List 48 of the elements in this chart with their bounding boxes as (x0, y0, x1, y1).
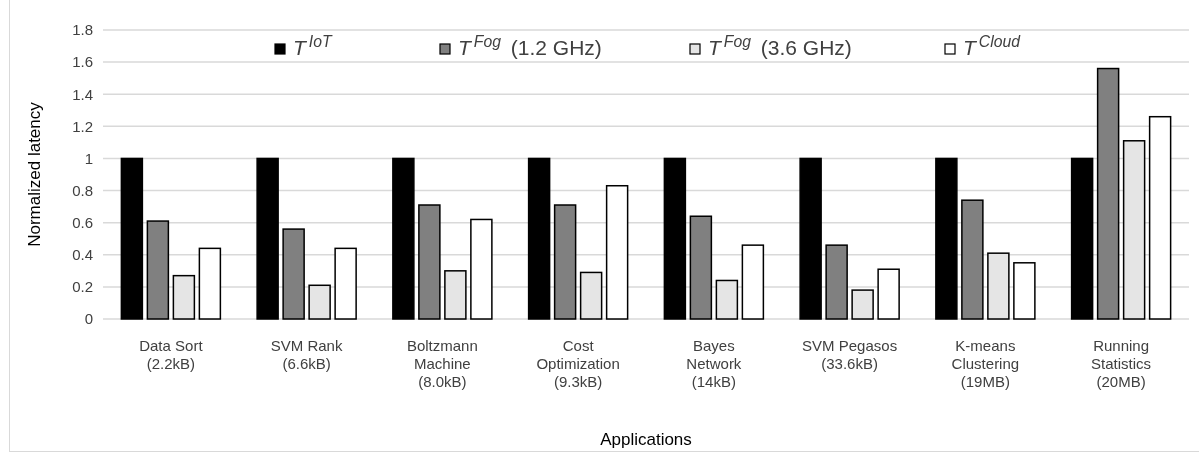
bar (256, 157, 279, 320)
bar (1013, 262, 1036, 320)
bar (689, 215, 713, 320)
x-tick-label: K-means Clustering (19MB) (951, 337, 1020, 390)
bar (282, 228, 305, 320)
y-tick-label: 1.8 (72, 21, 93, 39)
y-tick-label: 0.6 (72, 213, 93, 231)
bar (1070, 157, 1094, 320)
legend-label: T$^{Cloud}$ (963, 32, 1022, 59)
bar (470, 218, 493, 320)
bar (605, 184, 629, 320)
bar (334, 247, 357, 320)
bar (741, 244, 765, 320)
x-tick-label: Running Statistics (20MB) (1091, 337, 1152, 390)
y-tick-label: 1 (84, 149, 93, 167)
y-tick-label: 0.2 (72, 278, 93, 296)
bar (146, 220, 170, 320)
x-tick-label: SVM Rank (6.6kB) (270, 337, 343, 372)
x-tick-label: SVM Pegasos (33.6kB) (802, 337, 898, 372)
x-axis-title: Applications (600, 430, 692, 449)
x-tick-label: Boltzmann Machine (8.0kB) (406, 337, 478, 390)
x-tick-label: Data Sort (2.2kB) (139, 337, 204, 372)
bar (825, 244, 848, 320)
bar (961, 199, 984, 320)
bar (799, 157, 822, 320)
bar (663, 157, 687, 320)
bar (392, 157, 415, 320)
bar (877, 268, 900, 320)
y-tick-label: 0.8 (72, 181, 93, 199)
y-tick-label: 1.2 (72, 117, 93, 135)
bar (553, 204, 577, 320)
bar (1148, 115, 1172, 320)
bar (418, 204, 441, 320)
bar (1096, 67, 1120, 320)
y-tick-label: 0.4 (72, 246, 93, 264)
legend-label: T$^{Fog}$ (3.6 GHz) (708, 32, 852, 59)
legend-label: T$^{Fog}$ (1.2 GHz) (458, 32, 602, 59)
bar (198, 247, 222, 320)
bar (120, 157, 144, 320)
y-axis-title: Normalized latency (25, 101, 44, 247)
y-tick-label: 1.4 (72, 85, 93, 103)
y-tick-label: 1.6 (72, 53, 93, 71)
bar (527, 157, 551, 320)
y-tick-label: 0 (84, 310, 93, 328)
x-tick-label: Bayes Network (14kB) (686, 337, 742, 390)
x-tick-label: Cost Optimization (9.3kB) (536, 337, 620, 390)
bar (935, 157, 958, 320)
legend-label: T$^{IoT}$ (293, 32, 333, 59)
